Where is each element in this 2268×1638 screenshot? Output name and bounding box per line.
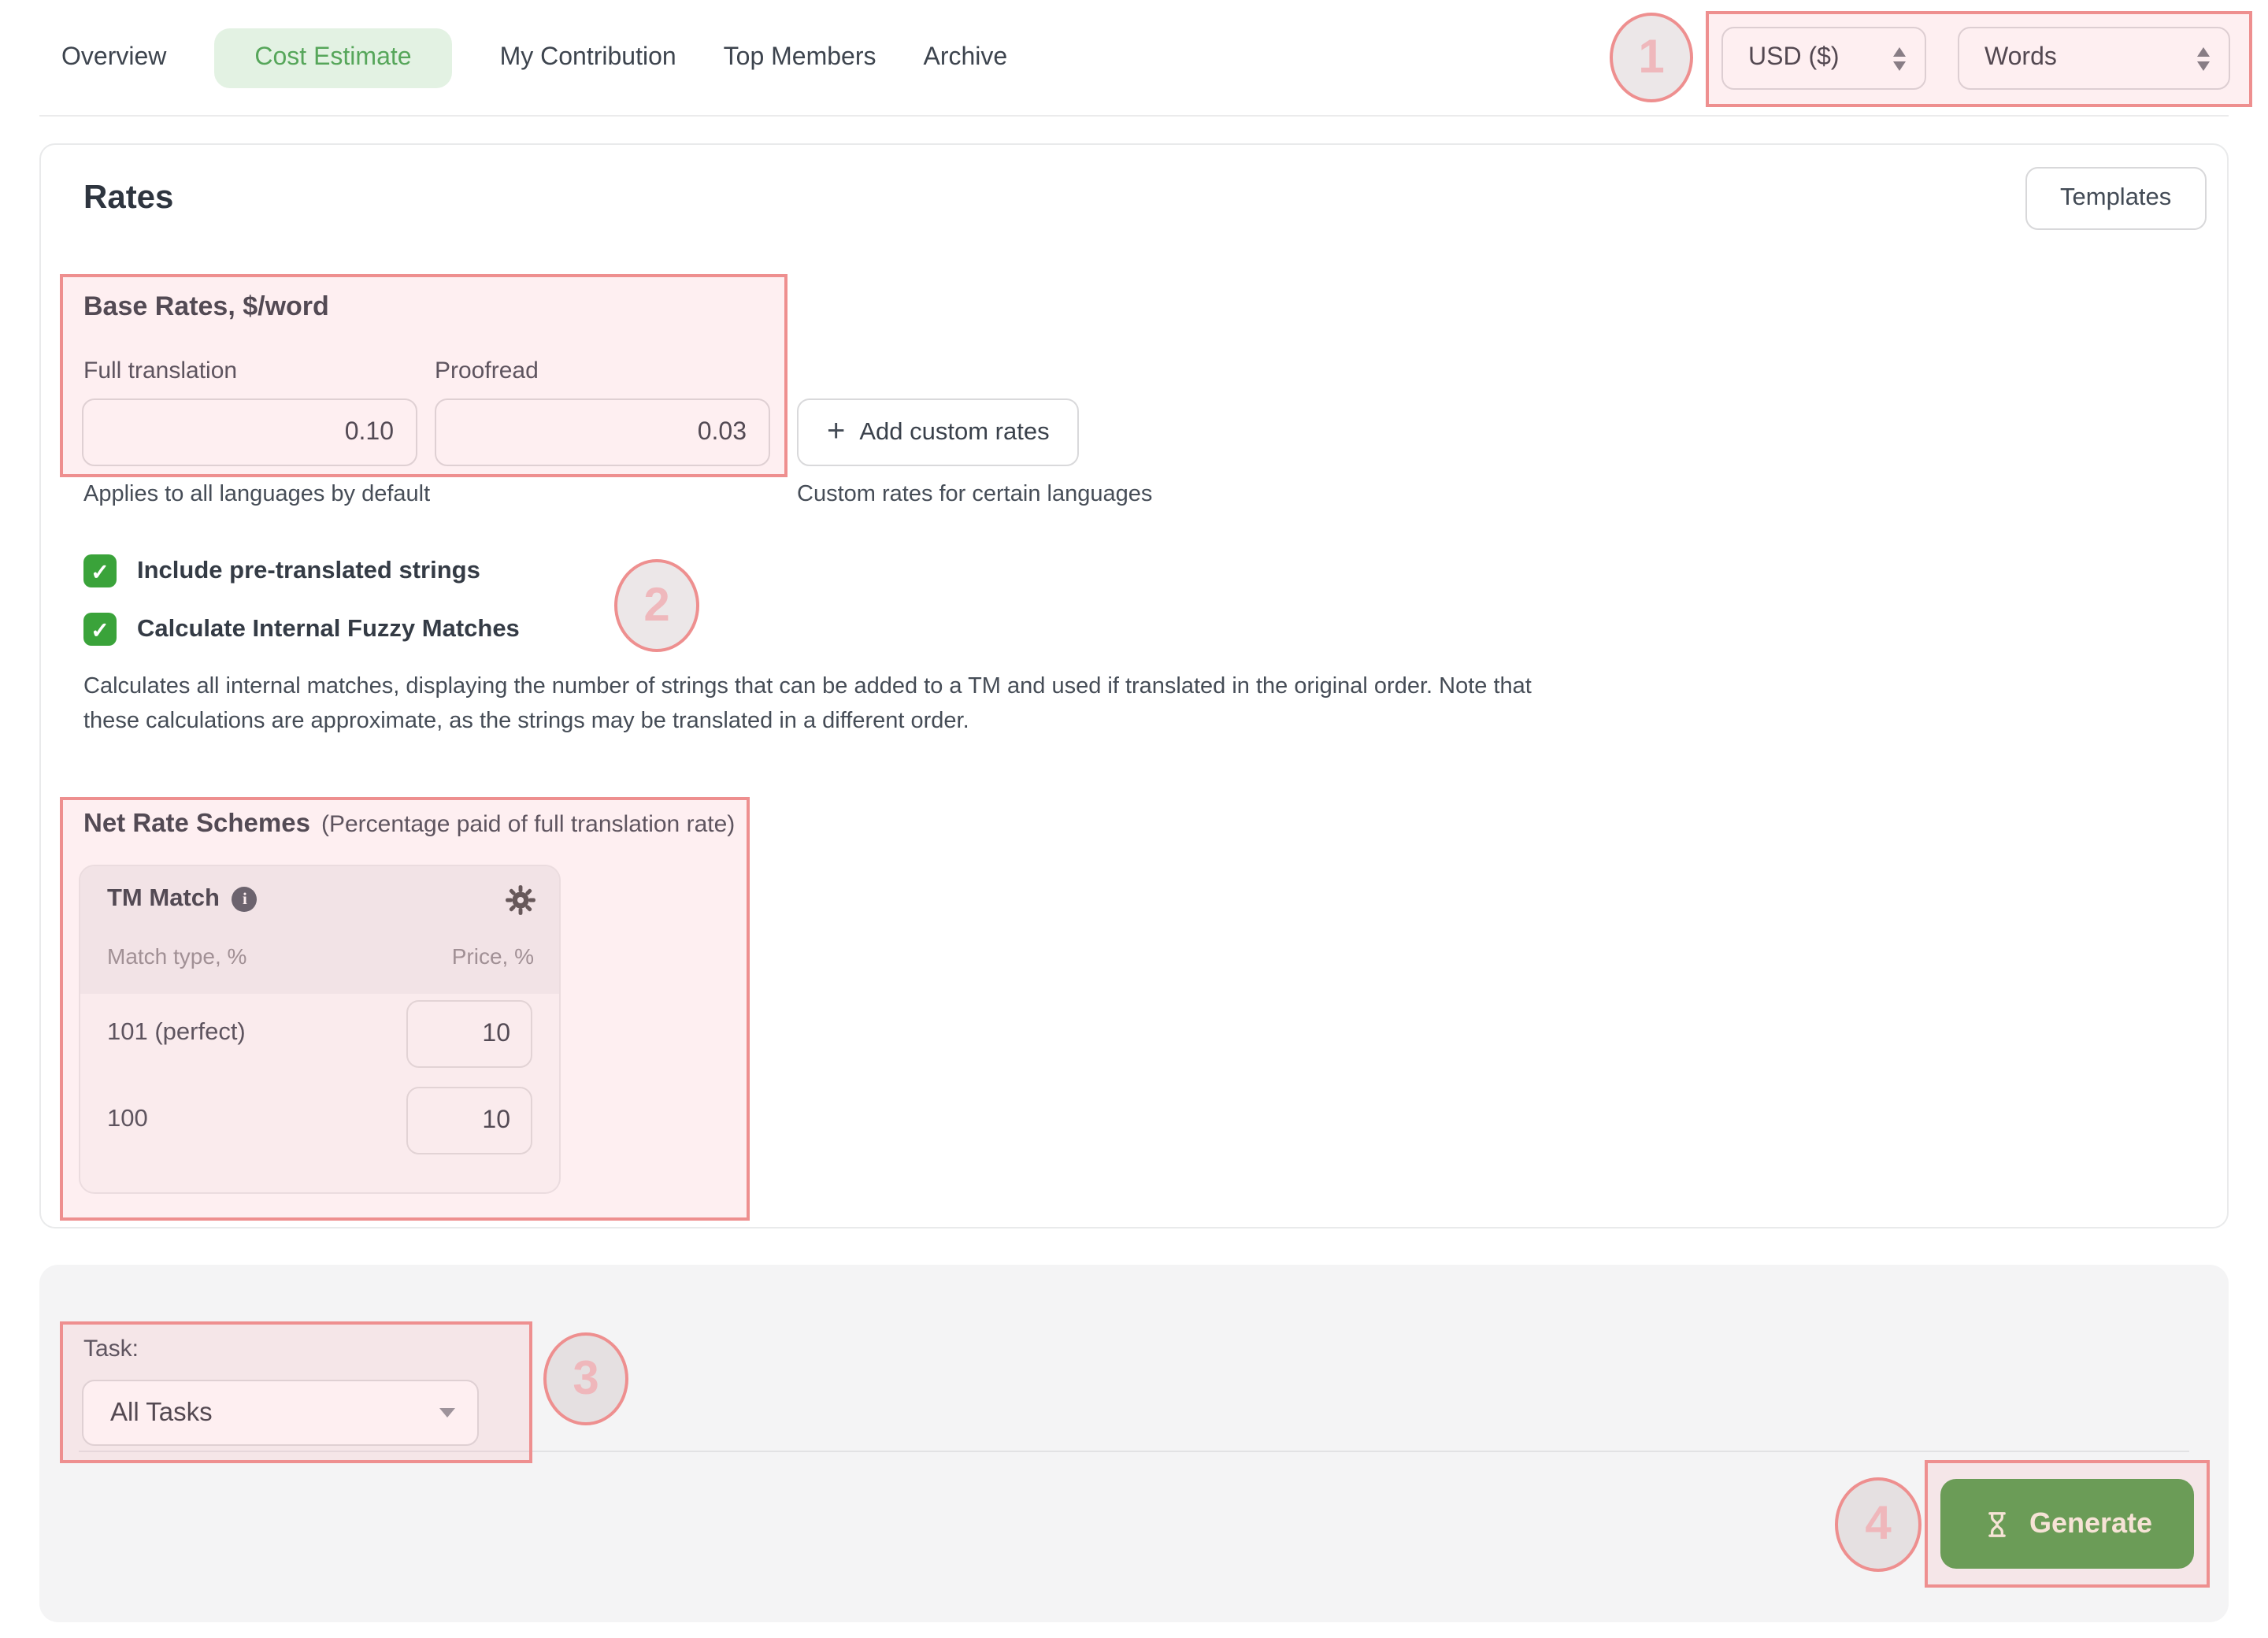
check-icon: ✓ — [91, 558, 109, 584]
tm-match-card: TM Match i Match type, % Price, % 101 (p… — [79, 865, 561, 1194]
proofread-label: Proofread — [435, 358, 539, 384]
top-tab-bar: Overview Cost Estimate My Contribution T… — [61, 0, 1007, 117]
caret-down-icon — [439, 1408, 455, 1418]
plus-icon: + — [827, 413, 846, 448]
rates-card-title: Rates — [83, 180, 174, 216]
header-divider — [39, 115, 2229, 117]
info-icon[interactable]: i — [232, 887, 258, 912]
tm-match-card-header — [80, 866, 559, 994]
generate-button[interactable]: Generate — [1940, 1479, 2194, 1569]
tm-col-price: Price, % — [451, 943, 534, 969]
add-custom-rates-label: Add custom rates — [859, 418, 1050, 445]
annotation-step-1: 1 — [1610, 13, 1693, 102]
custom-rates-helper: Custom rates for certain languages — [797, 482, 1153, 507]
net-rate-schemes-subheading: (Percentage paid of full translation rat… — [321, 811, 736, 838]
pretranslated-checkbox-label: Include pre-translated strings — [137, 557, 480, 584]
base-rates-helper: Applies to all languages by default — [83, 482, 431, 507]
checkbox-checked-icon[interactable]: ✓ — [83, 613, 117, 646]
fuzzy-matches-checkbox-label: Calculate Internal Fuzzy Matches — [137, 615, 520, 642]
fuzzy-matches-checkbox-row[interactable]: ✓ Calculate Internal Fuzzy Matches — [83, 613, 520, 646]
gear-icon[interactable] — [504, 884, 537, 917]
generate-button-label: Generate — [2029, 1507, 2153, 1539]
tm-row-101-label: 101 (perfect) — [107, 1019, 246, 1046]
currency-select-value: USD ($) — [1748, 44, 1840, 71]
net-rate-schemes-heading: Net Rate Schemes — [83, 810, 310, 838]
full-translation-input[interactable] — [82, 398, 417, 466]
templates-button[interactable]: Templates — [2025, 167, 2207, 230]
fuzzy-matches-description: Calculates all internal matches, display… — [83, 674, 1532, 733]
task-select[interactable]: All Tasks — [82, 1380, 479, 1446]
checkbox-checked-icon[interactable]: ✓ — [83, 554, 117, 587]
unit-select-value: Words — [1984, 44, 2057, 71]
tm-match-title: TM Match — [107, 885, 220, 912]
add-custom-rates-button[interactable]: + Add custom rates — [797, 398, 1080, 466]
full-translation-label: Full translation — [83, 358, 238, 384]
updown-arrows-icon — [1893, 46, 1906, 70]
pretranslated-checkbox-row[interactable]: ✓ Include pre-translated strings — [83, 554, 480, 587]
updown-arrows-icon — [2197, 46, 2210, 70]
tm-row-100-input[interactable] — [406, 1087, 532, 1154]
proofread-input[interactable] — [435, 398, 770, 466]
tm-row-101-input[interactable] — [406, 1000, 532, 1068]
tab-my-contribution[interactable]: My Contribution — [499, 44, 676, 71]
hourglass-icon — [1989, 1511, 2007, 1536]
base-rates-heading: Base Rates, $/word — [83, 291, 329, 321]
net-rate-schemes-title-row: Net Rate Schemes (Percentage paid of ful… — [83, 810, 735, 839]
task-select-value: All Tasks — [110, 1398, 213, 1426]
tm-row-100-label: 100 — [107, 1106, 148, 1132]
panel-divider — [79, 1451, 2189, 1452]
tab-overview[interactable]: Overview — [61, 44, 167, 71]
tm-col-match-type: Match type, % — [107, 943, 247, 969]
task-label: Task: — [83, 1336, 139, 1362]
tab-cost-estimate[interactable]: Cost Estimate — [213, 28, 453, 88]
tab-archive[interactable]: Archive — [923, 44, 1008, 71]
check-icon: ✓ — [91, 617, 109, 642]
tab-top-members[interactable]: Top Members — [723, 44, 876, 71]
unit-select[interactable]: Words — [1958, 27, 2230, 90]
currency-select[interactable]: USD ($) — [1721, 27, 1926, 90]
